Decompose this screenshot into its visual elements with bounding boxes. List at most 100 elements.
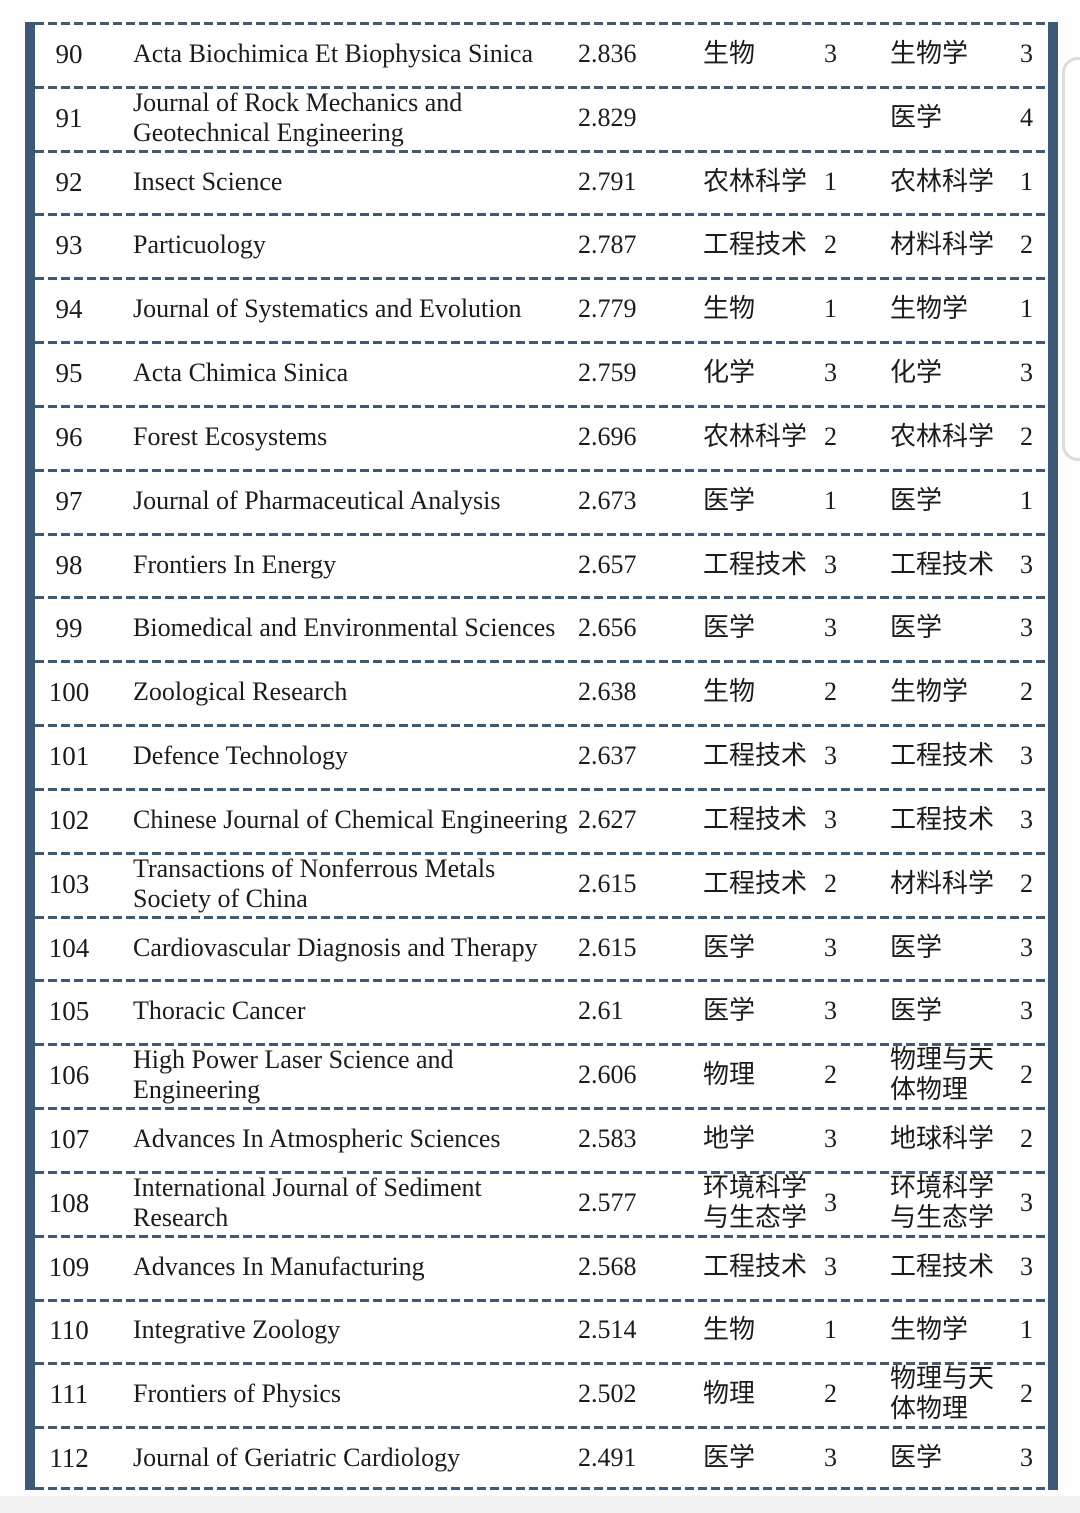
side-panel-card xyxy=(1062,57,1080,461)
tier2-cell: 2 xyxy=(1020,1379,1033,1409)
category1-cell: 地学 xyxy=(703,1123,756,1153)
category1-cell: 医学 xyxy=(703,932,756,962)
table-row: 103 Transactions of Nonferrous Metals Soc… xyxy=(35,851,1048,916)
tier2-cell: 4 xyxy=(1020,102,1033,132)
category2-cell: 医学 xyxy=(890,485,943,515)
table-row: 107 Advances In Atmospheric Sciences 2.583… xyxy=(35,1107,1048,1171)
table-row: 105 Thoracic Cancer 2.61 医学 3 医学 3 xyxy=(35,979,1048,1043)
tier1-cell: 3 xyxy=(824,38,837,68)
tier2-cell: 2 xyxy=(1020,421,1033,451)
table-row: 100 Zoological Research 2.638 生物 2 生物学 2 xyxy=(35,660,1048,724)
tier2-cell: 3 xyxy=(1020,38,1033,68)
journal-name-cell: Frontiers of Physics xyxy=(133,1379,341,1409)
journal-name-cell: Zoological Research xyxy=(133,677,348,707)
rank-cell: 109 xyxy=(48,1251,90,1282)
table-row: 102 Chinese Journal of Chemical Engineeri… xyxy=(35,787,1048,852)
table-row: 92 Insect Science 2.791 农林科学 1 农林科学 1 xyxy=(35,149,1048,214)
category2-cell: 医学 xyxy=(890,1443,943,1473)
journal-name-cell: Forest Ecosystems xyxy=(133,421,328,451)
category1-cell: 农林科学 xyxy=(703,166,808,196)
rank-cell: 98 xyxy=(55,549,83,580)
tier2-cell: 3 xyxy=(1020,1251,1033,1281)
tier2-cell: 1 xyxy=(1020,166,1033,196)
tier2-cell: 3 xyxy=(1020,1443,1033,1473)
rank-cell: 99 xyxy=(55,613,83,644)
tier2-cell: 2 xyxy=(1020,230,1033,260)
journal-name-cell: Advances In Atmospheric Sciences xyxy=(133,1123,501,1153)
tier2-cell: 2 xyxy=(1020,677,1033,707)
tier1-cell: 1 xyxy=(824,485,837,515)
tier1-cell: 3 xyxy=(824,358,837,388)
tier2-cell: 1 xyxy=(1020,294,1033,324)
category1-cell: 医学 xyxy=(703,996,756,1026)
tier2-cell: 2 xyxy=(1020,1123,1033,1153)
category1-cell: 医学 xyxy=(703,613,756,643)
impact-factor-cell: 2.696 xyxy=(578,421,637,451)
tier1-cell: 3 xyxy=(824,741,837,771)
rank-cell: 93 xyxy=(55,230,83,261)
category2-cell: 材料科学 xyxy=(890,230,995,260)
table-row: 108 International Journal of Sediment Res… xyxy=(35,1170,1048,1235)
category1-cell: 物理 xyxy=(703,1060,756,1090)
category1-cell: 工程技术 xyxy=(703,804,808,834)
tier1-cell: 1 xyxy=(824,1315,837,1345)
journal-name-cell: Journal of Rock Mechanics and Geotechnic… xyxy=(133,87,463,147)
tier2-cell: 1 xyxy=(1020,485,1033,515)
impact-factor-cell: 2.514 xyxy=(578,1315,637,1345)
journal-name-cell: Thoracic Cancer xyxy=(133,996,306,1026)
category1-cell: 生物 xyxy=(703,38,756,68)
tier1-cell: 2 xyxy=(824,230,837,260)
tier2-cell: 3 xyxy=(1020,996,1033,1026)
impact-factor-cell: 2.606 xyxy=(578,1060,637,1090)
tier2-cell: 3 xyxy=(1020,613,1033,643)
impact-factor-cell: 2.627 xyxy=(578,804,637,834)
impact-factor-cell: 2.577 xyxy=(578,1187,637,1217)
tier1-cell: 3 xyxy=(824,613,837,643)
journal-ranking-table: 90 Acta Biochimica Et Biophysica Sinica 2.… xyxy=(25,22,1058,1490)
category1-cell: 工程技术 xyxy=(703,741,808,771)
category2-cell: 地球科学 xyxy=(890,1123,995,1153)
impact-factor-cell: 2.637 xyxy=(578,741,637,771)
table-row: 95 Acta Chimica Sinica 2.759 化学 3 化学 3 xyxy=(35,341,1048,405)
journal-name-cell: Integrative Zoology xyxy=(133,1315,341,1345)
category2-cell: 医学 xyxy=(890,996,943,1026)
table-row: 91 Journal of Rock Mechanics and Geotechn… xyxy=(35,85,1048,150)
category1-cell: 工程技术 xyxy=(703,230,808,260)
impact-factor-cell: 2.583 xyxy=(578,1123,637,1153)
journal-name-cell: International Journal of Sediment Resear… xyxy=(133,1172,482,1232)
journal-name-cell: Journal of Geriatric Cardiology xyxy=(133,1443,461,1473)
category2-cell: 化学 xyxy=(890,358,943,388)
impact-factor-cell: 2.502 xyxy=(578,1379,637,1409)
tier1-cell: 2 xyxy=(824,868,837,898)
tier2-cell: 3 xyxy=(1020,358,1033,388)
table-row: 110 Integrative Zoology 2.514 生物 1 生物学 1 xyxy=(35,1298,1048,1363)
journal-name-cell: Insect Science xyxy=(133,166,283,196)
journal-name-cell: Journal of Systematics and Evolution xyxy=(133,294,522,324)
rank-cell: 94 xyxy=(55,294,83,325)
impact-factor-cell: 2.791 xyxy=(578,166,637,196)
category2-cell: 农林科学 xyxy=(890,421,995,451)
rank-cell: 104 xyxy=(48,932,90,963)
table-row: 112 Journal of Geriatric Cardiology 2.491 医… xyxy=(35,1426,1048,1490)
rank-cell: 103 xyxy=(48,868,90,899)
journal-name-cell: High Power Laser Science and Engineering xyxy=(133,1045,454,1105)
rank-cell: 107 xyxy=(48,1123,90,1154)
impact-factor-cell: 2.779 xyxy=(578,294,637,324)
journal-name-cell: Journal of Pharmaceutical Analysis xyxy=(133,485,501,515)
category2-cell: 生物学 xyxy=(890,677,969,707)
impact-factor-cell: 2.787 xyxy=(578,230,637,260)
rank-cell: 91 xyxy=(55,102,83,133)
tier1-cell: 3 xyxy=(824,804,837,834)
tier1-cell: 2 xyxy=(824,1379,837,1409)
tier2-cell: 3 xyxy=(1020,804,1033,834)
category2-cell: 物理与天体物理 xyxy=(890,1364,995,1424)
tier2-cell: 3 xyxy=(1020,932,1033,962)
tier1-cell: 3 xyxy=(824,1123,837,1153)
tier2-cell: 2 xyxy=(1020,868,1033,898)
rank-cell: 102 xyxy=(48,804,90,835)
table-row: 99 Biomedical and Environmental Sciences 2… xyxy=(35,596,1048,660)
rank-cell: 108 xyxy=(48,1187,90,1218)
impact-factor-cell: 2.673 xyxy=(578,485,637,515)
journal-name-cell: Particuology xyxy=(133,230,266,260)
tier1-cell: 1 xyxy=(824,294,837,324)
